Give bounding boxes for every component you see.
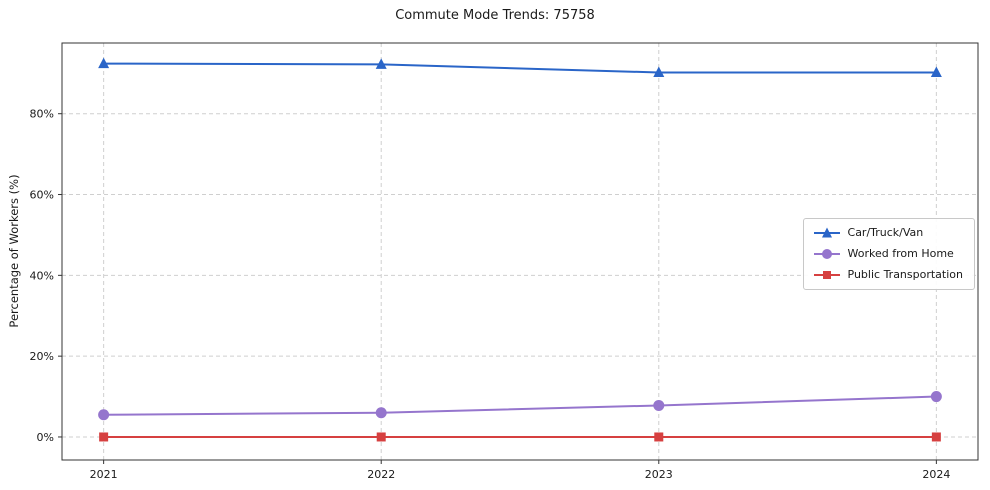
series-line [103,62,937,74]
legend-item-car: Car/Truck/Van [813,226,963,240]
square-data-marker [376,432,386,442]
legend: Car/Truck/Van Worked from Home Public Tr… [802,218,975,290]
y-tick-label: 0% [37,431,54,444]
circle-data-marker [930,391,942,403]
legend-label-transit: Public Transportation [847,268,963,281]
x-tick-label: 2021 [90,468,118,481]
x-tick-label: 2024 [922,468,950,481]
chart-title: Commute Mode Trends: 75758 [395,8,595,23]
y-tick-label: 60% [30,189,54,202]
legend-label-home: Worked from Home [847,247,954,260]
x-tick-label: 2022 [367,468,395,481]
square-data-marker [99,432,109,442]
y-tick-label: 40% [30,269,54,282]
square-data-marker [931,432,941,442]
legend-label-car: Car/Truck/Van [847,226,924,239]
circle-data-marker [375,407,387,419]
legend-item-transit: Public Transportation [813,268,963,282]
circle-marker-icon [813,249,840,259]
triangle-marker-icon [813,227,840,238]
legend-item-home: Worked from Home [813,247,963,261]
square-marker-icon [813,271,840,279]
series-line [103,395,937,416]
square-data-marker [654,432,664,442]
triangle-data-marker [653,66,665,77]
triangle-data-marker [98,57,110,69]
triangle-data-marker [930,66,942,77]
triangle-data-marker [375,58,387,69]
y-tick-label: 20% [30,350,54,363]
circle-data-marker [653,399,665,411]
x-tick-label: 2023 [645,468,673,481]
y-tick-label: 80% [30,108,54,121]
circle-data-marker [98,409,110,421]
